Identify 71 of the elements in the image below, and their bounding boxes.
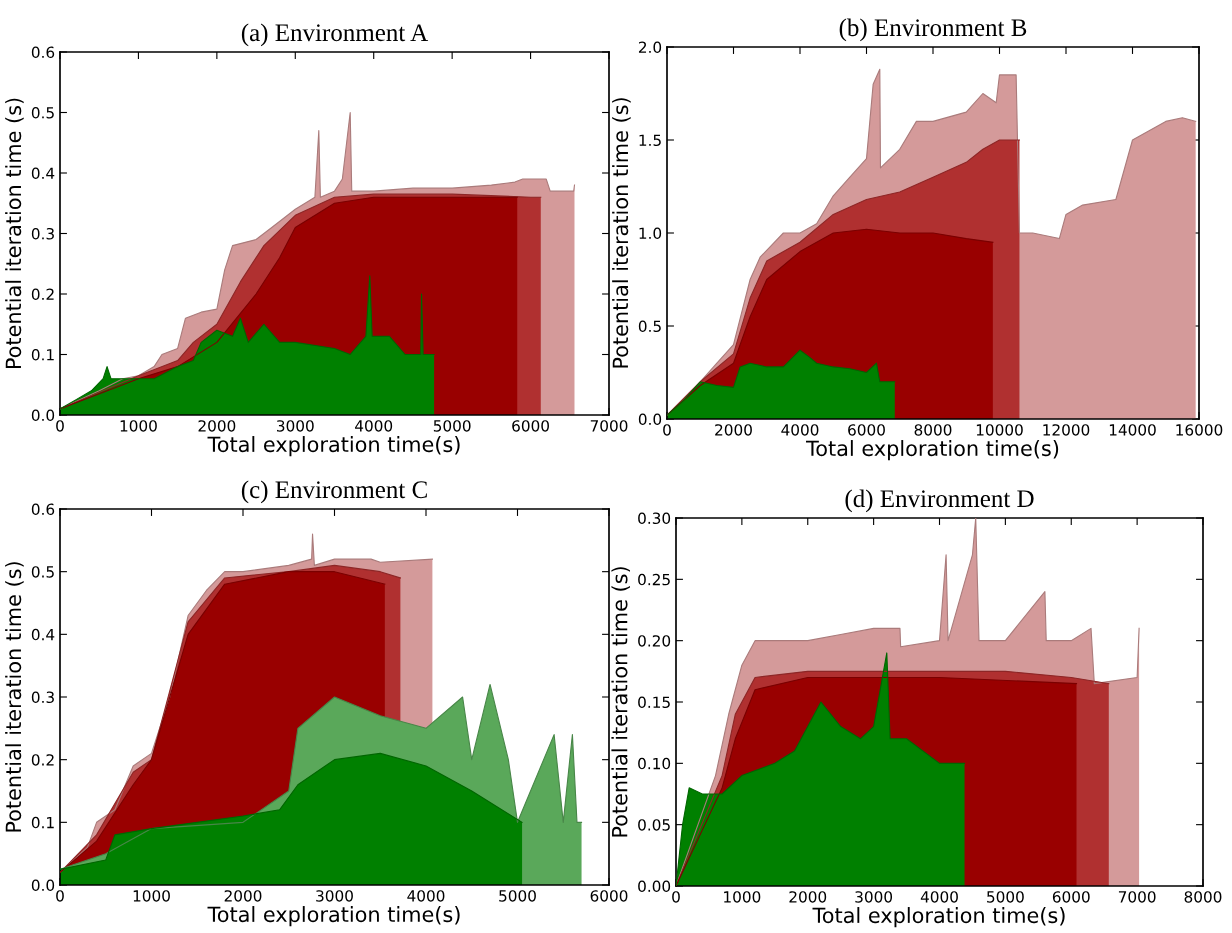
- y-tick-label: 0.6: [31, 46, 55, 59]
- y-tick-label: 0.15: [638, 696, 670, 709]
- x-tick-label: 0: [672, 891, 680, 903]
- y-tick-label: 1.5: [639, 134, 661, 147]
- y-tick-label: 0.2: [31, 754, 54, 766]
- x-tick-label: 12000: [1043, 424, 1090, 436]
- x-tick-label: 4000: [920, 891, 958, 903]
- x-tick-label: 0: [663, 424, 671, 436]
- y-tick-label: 0.5: [31, 106, 54, 119]
- x-tick-label: 6000: [848, 424, 885, 436]
- y-tick-label: 0.2: [31, 288, 54, 301]
- x-tick-label: 7000: [590, 420, 628, 432]
- y-tick-label: 0.4: [31, 628, 55, 641]
- y-tick-label: 0.5: [638, 320, 661, 333]
- x-axis-title: Total exploration time(s): [207, 906, 460, 927]
- x-tick-label: 6000: [512, 420, 549, 432]
- y-axis-title: Potential iteration time (s): [612, 98, 631, 368]
- x-tick-label: 4000: [355, 420, 393, 432]
- x-axis-title: Total exploration time(s): [207, 436, 460, 457]
- x-tick-label: 2000: [224, 890, 262, 902]
- x-tick-label: 0: [56, 420, 64, 432]
- y-tick-label: 0.0: [638, 413, 662, 426]
- x-tick-label: 4000: [407, 890, 445, 902]
- y-axis-title: Potential iteration time (s): [5, 98, 24, 369]
- x-tick-label: 8000: [914, 424, 952, 436]
- x-tick-label: 14000: [1109, 424, 1156, 436]
- x-tick-label: 1000: [120, 420, 157, 432]
- x-tick-label: 5000: [499, 890, 536, 902]
- x-tick-label: 16000: [1176, 424, 1223, 436]
- x-tick-label: 0: [56, 890, 64, 902]
- x-tick-label: 6000: [1052, 891, 1090, 903]
- x-tick-label: 5000: [433, 420, 471, 432]
- x-tick-label: 1000: [724, 891, 761, 903]
- x-tick-label: 5000: [987, 891, 1024, 903]
- x-tick-label: 3000: [316, 890, 353, 902]
- x-tick-label: 2000: [198, 420, 236, 432]
- y-tick-label: 0.10: [638, 757, 671, 770]
- y-tick-label: 0.3: [31, 227, 54, 240]
- x-tick-label: 3000: [855, 891, 893, 903]
- y-tick-label: 0.6: [31, 503, 55, 516]
- chart-title: (b) Environment B: [839, 18, 1027, 42]
- y-tick-label: 0.4: [31, 167, 55, 180]
- y-tick-label: 0.00: [638, 880, 671, 893]
- y-tick-label: 2.0: [638, 41, 662, 54]
- y-tick-label: 0.25: [638, 573, 670, 586]
- chart-title: (c) Environment C: [241, 480, 427, 504]
- y-axis-title: Potential iteration time (s): [5, 562, 24, 832]
- x-axis-title: Total exploration time(s): [806, 440, 1059, 461]
- x-tick-label: 1000: [133, 890, 170, 902]
- chart-title: (a) Environment A: [241, 23, 429, 47]
- x-tick-label: 7000: [1118, 891, 1156, 903]
- x-tick-label: 3000: [277, 420, 314, 432]
- y-axis-title: Potential iteration time (s): [611, 567, 630, 837]
- y-tick-label: 0.0: [31, 879, 55, 892]
- x-tick-label: 8000: [1184, 891, 1222, 903]
- y-tick-label: 1.0: [639, 227, 662, 240]
- y-tick-label: 0.20: [638, 635, 671, 647]
- x-tick-label: 2000: [715, 424, 752, 436]
- chart-title: (d) Environment D: [845, 489, 1034, 513]
- y-tick-label: 0.5: [31, 566, 54, 578]
- y-tick-label: 0.30: [638, 512, 671, 525]
- x-tick-label: 6000: [590, 890, 628, 902]
- y-tick-label: 0.3: [31, 691, 54, 704]
- y-tick-label: 0.1: [31, 816, 54, 829]
- x-tick-label: 2000: [789, 891, 827, 903]
- x-tick-label: 4000: [781, 424, 819, 436]
- y-tick-label: 0.1: [31, 348, 54, 361]
- y-tick-label: 0.0: [31, 409, 55, 422]
- x-axis-title: Total exploration time(s): [812, 907, 1065, 928]
- y-tick-label: 0.05: [638, 819, 670, 831]
- x-tick-label: 10000: [976, 424, 1023, 436]
